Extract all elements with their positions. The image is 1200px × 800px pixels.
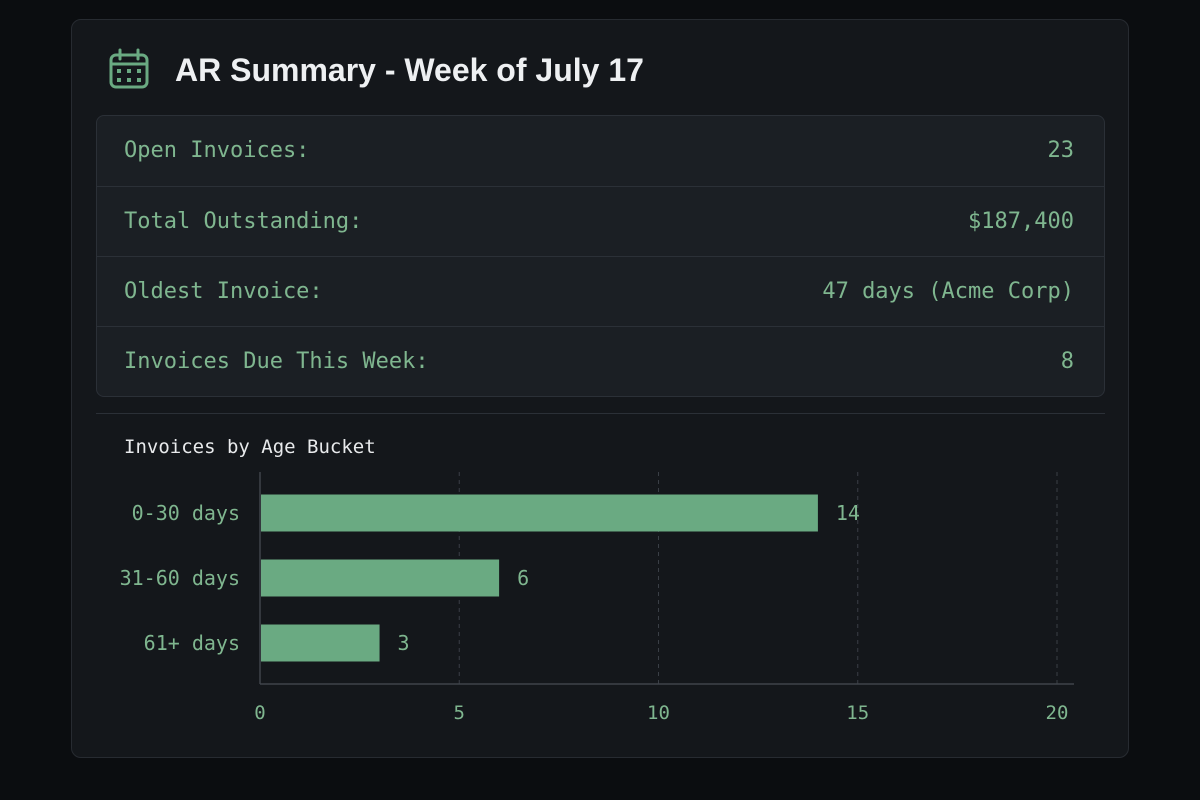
summary-row-total-outstanding: Total Outstanding: $187,400 xyxy=(97,186,1104,256)
x-tick-label-2: 10 xyxy=(647,702,670,724)
summary-row-value: 47 days (Acme Corp) xyxy=(822,279,1074,304)
section-divider xyxy=(96,413,1105,414)
page-title: AR Summary - Week of July 17 xyxy=(175,52,644,88)
summary-row-value: 23 xyxy=(1047,138,1075,163)
chart-title: Invoices by Age Bucket xyxy=(124,436,376,458)
summary-row-open-invoices: Open Invoices: 23 xyxy=(97,116,1104,186)
summary-row-label: Open Invoices: xyxy=(124,138,310,163)
summary-row-label: Oldest Invoice: xyxy=(124,279,323,304)
bar-1 xyxy=(261,559,500,597)
summary-row-label: Total Outstanding: xyxy=(124,209,363,234)
x-tick-label-1: 5 xyxy=(454,702,465,724)
bar-0 xyxy=(261,494,818,532)
x-tick-label-4: 20 xyxy=(1046,702,1069,724)
summary-row-due-this-week: Invoices Due This Week: 8 xyxy=(97,326,1104,396)
bar-2 xyxy=(261,624,380,662)
summary-row-value: $187,400 xyxy=(968,209,1074,234)
calendar-icon xyxy=(109,48,149,89)
summary-row-oldest-invoice: Oldest Invoice: 47 days (Acme Corp) xyxy=(97,256,1104,326)
category-label-1: 31-60 days xyxy=(120,566,240,590)
data-label-0: 14 xyxy=(836,501,860,525)
summary-row-label: Invoices Due This Week: xyxy=(124,349,429,374)
summary-row-value: 8 xyxy=(1060,349,1074,374)
data-label-1: 6 xyxy=(517,566,529,590)
summary-panel: Open Invoices: 23 Total Outstanding: $18… xyxy=(96,115,1105,397)
x-tick-label-0: 0 xyxy=(254,702,265,724)
x-tick-label-3: 15 xyxy=(846,702,869,724)
data-label-2: 3 xyxy=(398,631,410,655)
category-label-0: 0-30 days xyxy=(132,501,240,525)
category-label-2: 61+ days xyxy=(144,631,240,655)
